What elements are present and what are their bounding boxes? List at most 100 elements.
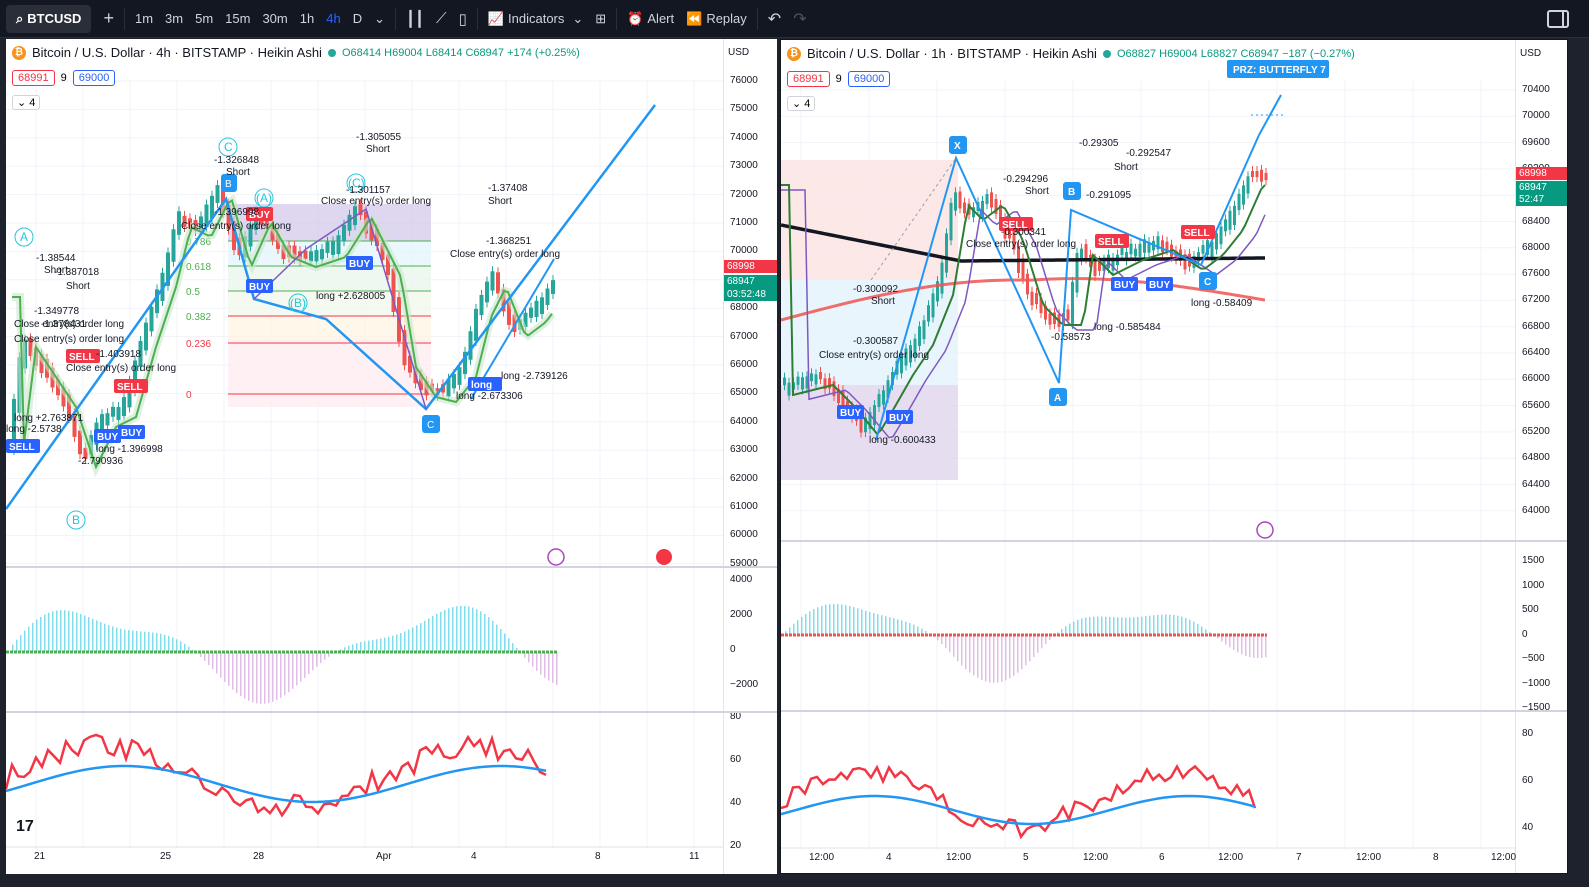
signal-label: BUY <box>121 428 142 439</box>
candle-body <box>819 372 822 380</box>
macd-bar <box>801 616 803 635</box>
macd-bar <box>1221 635 1223 642</box>
indicators-icon: 📈 <box>487 10 505 26</box>
chart-type-icon[interactable]: ⟋ <box>436 10 447 27</box>
trade-annotation: long -2.5738 <box>6 424 62 435</box>
us-flag-icon <box>656 549 672 565</box>
right-currency: USD <box>1520 48 1542 59</box>
trade-annotation: -1.403918 <box>96 349 141 360</box>
macd-bar <box>913 624 915 635</box>
tf-5m[interactable]: 5m <box>195 11 214 26</box>
undo-icon[interactable]: ↶ <box>767 10 782 28</box>
left-chart-canvas[interactable]: 0.786 0.618 0.5 0.382 0.236 0 B C A B C (A) (B) (C) SE… <box>6 39 723 874</box>
price-tick: 67200 <box>1522 294 1550 306</box>
candle-body <box>61 386 66 407</box>
tf-30m[interactable]: 30m <box>262 11 288 26</box>
signal-badge <box>1095 234 1129 248</box>
macd-bar <box>544 652 546 678</box>
macd-bar <box>468 606 470 652</box>
time-tick: 5 <box>1023 852 1029 863</box>
candle-body <box>419 374 423 390</box>
trade-annotation: long -2.673306 <box>456 391 523 402</box>
candle-body <box>913 338 917 357</box>
tf-3m[interactable]: 3m <box>165 11 184 26</box>
right-indicators-toggle[interactable]: ⌄ 4 <box>787 96 816 111</box>
indicators-button[interactable]: 📈 Indicators ⌄ <box>482 0 589 38</box>
tf-1m[interactable]: 1m <box>134 11 154 26</box>
chevron-down-icon: ⌄ <box>572 10 584 26</box>
left-indicators-toggle[interactable]: ⌄ 4 <box>12 95 41 110</box>
abc-pattern-line <box>253 207 427 410</box>
tf-4h[interactable]: 4h <box>326 11 341 26</box>
trade-annotation: -1.37408 <box>488 183 528 194</box>
macd-bar <box>1013 635 1015 676</box>
candle-body <box>1075 252 1079 293</box>
right-price-axis[interactable]: USD 704007000069600692006880068400680006… <box>1515 40 1567 873</box>
tf-1h[interactable]: 1h <box>299 11 315 26</box>
right-buy-button[interactable]: 69000 <box>847 71 891 87</box>
left-buy-button[interactable]: 69000 <box>72 70 116 86</box>
bar-style-icon[interactable]: ┃┃ <box>405 10 425 28</box>
macd-bar <box>516 648 518 652</box>
macd-bar <box>857 608 859 635</box>
macd-bar <box>36 619 38 652</box>
compare-symbol-button[interactable]: + <box>97 0 120 38</box>
tf-15m[interactable]: 15m <box>225 11 251 26</box>
candle-body <box>1125 251 1128 261</box>
candle-body <box>72 412 77 437</box>
tf-D[interactable]: D <box>352 11 363 26</box>
macd-bar <box>1017 635 1019 673</box>
rsi-red-line <box>781 764 1257 840</box>
candle-body <box>281 244 286 260</box>
macd-bar <box>869 611 871 635</box>
macd-bar <box>877 614 879 635</box>
candle-body <box>347 214 352 231</box>
price-tick: 62000 <box>730 472 758 484</box>
macd-bar <box>360 642 362 652</box>
macd-bar <box>308 652 310 675</box>
candle-body <box>805 376 809 389</box>
time-tick: 12:00 <box>946 852 972 863</box>
macd-bar <box>420 623 422 652</box>
candle-body <box>1084 244 1088 259</box>
templates-grid-icon[interactable]: ⊞ <box>595 10 607 26</box>
signal-label: SELL <box>9 442 35 453</box>
trade-annotation: -0.291095 <box>1086 190 1131 201</box>
alert-button[interactable]: ⏰ Alert <box>621 0 680 38</box>
macd-bar <box>536 652 538 671</box>
fib-level-label: 0.786 <box>186 237 211 248</box>
macd-bar <box>969 635 971 673</box>
replay-button[interactable]: ⏪ Replay <box>680 0 753 38</box>
candle-body <box>873 405 876 426</box>
macd-bar <box>957 635 959 662</box>
candle-body <box>1156 236 1160 250</box>
redo-icon[interactable]: ↷ <box>793 10 807 28</box>
candle-body <box>1129 243 1133 255</box>
layout-panel-button[interactable] <box>1541 0 1575 38</box>
left-sell-button[interactable]: 68991 <box>12 70 55 86</box>
signal-badge <box>999 217 1033 231</box>
candle-body <box>83 447 88 459</box>
rsi-tick: 60 <box>1522 775 1534 786</box>
time-tick: 7 <box>1296 852 1302 863</box>
candle-body <box>900 354 903 374</box>
candles-icon[interactable]: ▯ <box>458 10 467 28</box>
candle-body <box>408 355 412 373</box>
symbol-search-button[interactable]: ⌕ BTCUSD <box>6 4 92 33</box>
right-chart-canvas[interactable]: PRZ: BUTTERFLY 7 X A B C SELL SELL SELL BUY BUY BU… <box>781 40 1515 874</box>
candle-body <box>463 351 467 375</box>
price-tick: 67600 <box>1522 268 1550 280</box>
left-price-axis[interactable]: USD 76000 75000 74000 73000 72000 71000 70000 6… <box>723 39 777 874</box>
macd-bar <box>440 611 442 652</box>
macd-bar <box>44 614 46 652</box>
rsi-tick: 60 <box>730 754 742 765</box>
left-chart-pane[interactable]: 0.786 0.618 0.5 0.382 0.236 0 B C A B C (A) (B) (C) SE… <box>6 39 777 874</box>
rsi-red-line <box>6 733 547 818</box>
right-chart-pane[interactable]: PRZ: BUTTERFLY 7 X A B C SELL SELL SELL BUY BUY BU… <box>780 39 1568 874</box>
candle-body <box>940 262 944 294</box>
price-tick: 66000 <box>730 359 758 370</box>
macd-bar <box>825 604 827 635</box>
timeframe-dropdown-chevron-icon[interactable]: ⌄ <box>374 10 385 26</box>
right-indicator-count: 4 <box>804 98 811 110</box>
right-sell-button[interactable]: 68991 <box>787 71 830 87</box>
